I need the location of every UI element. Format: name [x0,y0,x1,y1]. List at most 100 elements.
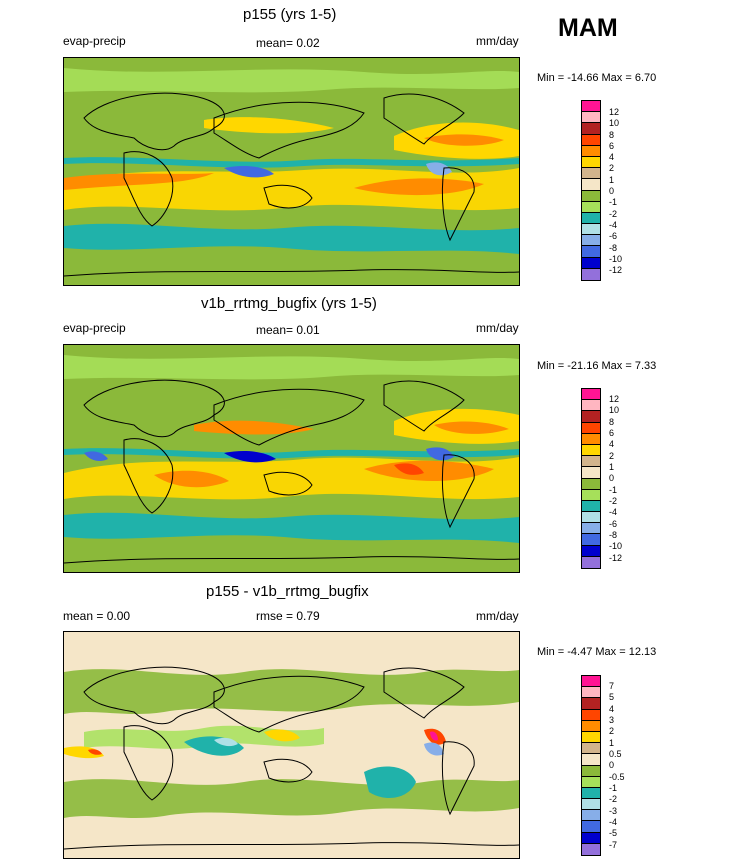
colorbar-swatch [582,433,600,445]
panel-3-tick: 3 [609,715,615,725]
colorbar-swatch [582,467,600,479]
panel-1-tick: 12 [609,107,620,117]
panel-1-tick: 2 [609,163,615,173]
colorbar-swatch [582,545,600,557]
panel-2-tick: -1 [609,485,618,495]
panel-1-tick: 4 [609,152,615,162]
colorbar-swatch [582,676,600,688]
panel-3-tick: 0 [609,760,615,770]
colorbar-swatch [582,478,600,490]
colorbar-swatch [582,754,600,766]
panel-1-colorbar [581,100,601,281]
panel-1-tick: 8 [609,130,615,140]
panel-1-tick: 0 [609,186,615,196]
panel-3-title: p155 - v1b_rrtmg_bugfix [206,583,369,600]
colorbar-swatch [582,500,600,513]
colorbar-swatch [582,168,600,180]
colorbar-swatch [582,799,600,811]
panel-1-mean-label: mean= 0.02 [256,36,320,50]
colorbar-swatch [582,201,600,213]
panel-1-tick: 1 [609,175,615,185]
panel-1-tick: -12 [609,265,623,275]
panel-3-tick: -7 [609,840,618,850]
panel-2-variable-label: evap-precip [63,321,126,335]
panel-3-units-label: mm/day [476,609,519,623]
panel-3-rmse-label: rmse = 0.79 [256,609,320,623]
panel-3-tick: 5 [609,692,615,702]
season-title: MAM [558,14,618,42]
colorbar-swatch [582,268,600,280]
panel-1-map [63,57,520,286]
colorbar-swatch [582,776,600,788]
panel-1-map-graphic [64,58,519,285]
panel-3-minmax: Min = -4.47 Max = 12.13 [537,646,657,658]
panel-2-tick: 0 [609,473,615,483]
colorbar-swatch [582,411,600,423]
colorbar-swatch [582,123,600,135]
panel-1-tick: -4 [609,220,618,230]
colorbar-swatch [582,179,600,191]
panel-3-tick: -1 [609,783,618,793]
colorbar-swatch [582,512,600,524]
panel-3-tick: 2 [609,726,615,736]
panel-3-tick: -3 [609,806,618,816]
colorbar-swatch [582,112,600,124]
panel-1-tick: -2 [609,209,618,219]
panel-2-minmax: Min = -21.16 Max = 7.33 [537,360,657,372]
colorbar-swatch [582,422,600,434]
panel-3-tick: -5 [609,828,618,838]
colorbar-swatch [582,821,600,833]
colorbar-swatch [582,687,600,699]
colorbar-swatch [582,698,600,710]
panel-3-colorbar [581,675,601,856]
panel-2-units-label: mm/day [476,321,519,335]
panel-2-tick: 4 [609,439,615,449]
colorbar-swatch [582,534,600,546]
panel-2-tick: -4 [609,507,618,517]
panel-2-tick: -8 [609,530,618,540]
panel-1-tick: 6 [609,141,615,151]
colorbar-swatch [582,743,600,755]
panel-2-tick: 10 [609,405,620,415]
colorbar-swatch [582,101,600,113]
panel-1-tick: -10 [609,254,623,264]
colorbar-swatch [582,556,600,568]
panel-1-minmax: Min = -14.66 Max = 6.70 [537,72,657,84]
colorbar-swatch [582,156,600,169]
panel-2-mean-label: mean= 0.01 [256,323,320,337]
colorbar-swatch [582,389,600,401]
panel-2-tick: 12 [609,394,620,404]
panel-2-tick: 2 [609,451,615,461]
panel-3-tick: -4 [609,817,618,827]
panel-3-tick: 0.5 [609,749,622,759]
colorbar-swatch [582,765,600,777]
panel-1-tick: -1 [609,197,618,207]
panel-2-tick: 6 [609,428,615,438]
colorbar-swatch [582,810,600,822]
colorbar-swatch [582,720,600,732]
colorbar-swatch [582,190,600,202]
panel-3-map-graphic [64,632,519,858]
panel-1-units-label: mm/day [476,34,519,48]
colorbar-swatch [582,731,600,744]
panel-2-tick: -12 [609,553,623,563]
colorbar-swatch [582,246,600,258]
panel-1-title: p155 (yrs 1-5) [243,6,337,23]
colorbar-swatch [582,444,600,457]
panel-2-map [63,344,520,573]
colorbar-swatch [582,134,600,146]
colorbar-swatch [582,523,600,535]
panel-3-map [63,631,520,859]
colorbar-swatch [582,709,600,721]
panel-2-tick: -6 [609,519,618,529]
colorbar-swatch [582,456,600,468]
colorbar-swatch [582,489,600,501]
panel-2-title: v1b_rrtmg_bugfix (yrs 1-5) [201,295,377,312]
panel-2-tick: 1 [609,462,615,472]
panel-2-colorbar [581,388,601,569]
panel-3-tick: 4 [609,704,615,714]
panel-1-variable-label: evap-precip [63,34,126,48]
panel-3-tick: 1 [609,738,615,748]
colorbar-swatch [582,235,600,247]
panel-3-tick: 7 [609,681,615,691]
